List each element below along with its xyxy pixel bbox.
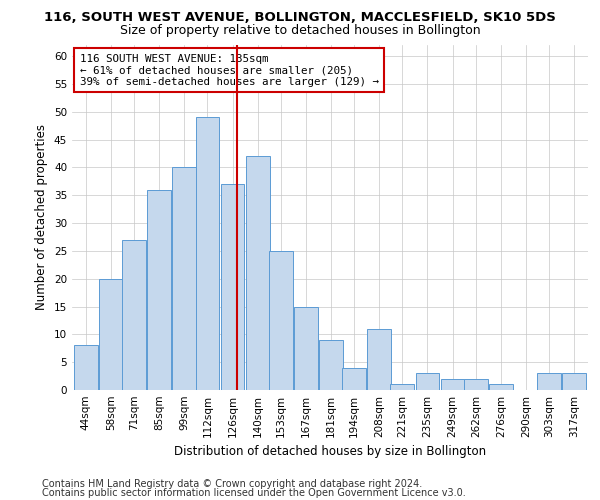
Text: Size of property relative to detached houses in Bollington: Size of property relative to detached ho… <box>119 24 481 37</box>
Bar <box>440 379 464 390</box>
Bar <box>391 384 415 390</box>
Bar <box>562 374 586 390</box>
Text: Contains public sector information licensed under the Open Government Licence v3: Contains public sector information licen… <box>42 488 466 498</box>
Bar <box>196 118 220 390</box>
Bar <box>537 374 561 390</box>
Text: 116 SOUTH WEST AVENUE: 135sqm
← 61% of detached houses are smaller (205)
39% of : 116 SOUTH WEST AVENUE: 135sqm ← 61% of d… <box>80 54 379 87</box>
Text: Contains HM Land Registry data © Crown copyright and database right 2024.: Contains HM Land Registry data © Crown c… <box>42 479 422 489</box>
Bar <box>489 384 513 390</box>
Text: 116, SOUTH WEST AVENUE, BOLLINGTON, MACCLESFIELD, SK10 5DS: 116, SOUTH WEST AVENUE, BOLLINGTON, MACC… <box>44 11 556 24</box>
Bar <box>221 184 244 390</box>
Bar <box>245 156 269 390</box>
Bar <box>367 329 391 390</box>
Y-axis label: Number of detached properties: Number of detached properties <box>35 124 49 310</box>
Bar <box>294 306 318 390</box>
Bar <box>147 190 171 390</box>
X-axis label: Distribution of detached houses by size in Bollington: Distribution of detached houses by size … <box>174 446 486 458</box>
Bar <box>464 379 488 390</box>
Bar <box>269 251 293 390</box>
Bar <box>74 346 98 390</box>
Bar <box>99 278 123 390</box>
Bar <box>319 340 343 390</box>
Bar <box>122 240 146 390</box>
Bar <box>172 168 196 390</box>
Bar <box>342 368 366 390</box>
Bar <box>416 374 439 390</box>
